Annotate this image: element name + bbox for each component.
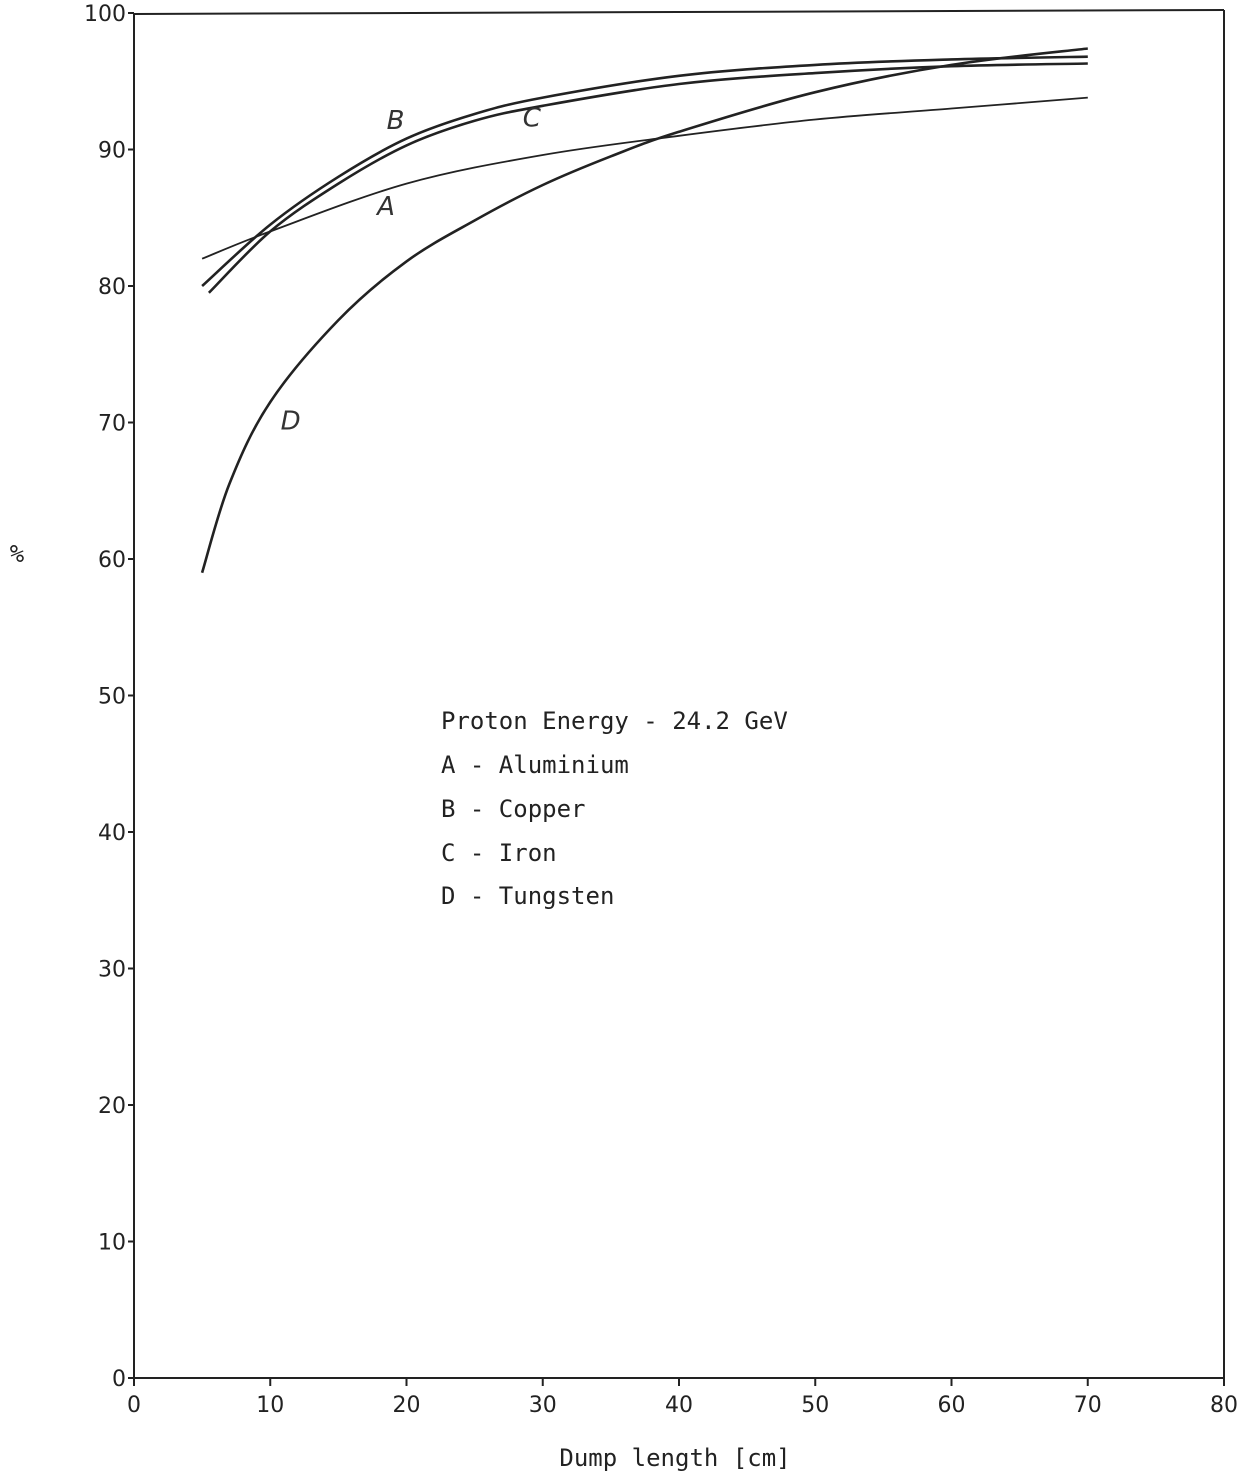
y-tick-label: 40 [98,821,126,846]
y-tick-label: 90 [98,139,126,164]
x-axis-ticks: 0 10 20 30 40 50 60 70 80 [127,1378,1238,1418]
x-tick-label: 30 [529,1393,557,1418]
curve-a [201,96,1088,260]
curve-label-b: B [387,106,405,136]
y-axis-ticks: 0 10 20 30 40 50 60 70 80 90 100 [84,2,134,1392]
curve-c [207,62,1088,294]
x-tick-label: 70 [1074,1393,1102,1418]
y-tick-label: 100 [84,2,126,27]
legend-line-b: B - Copper [441,795,586,823]
y-tick-label: 0 [112,1367,126,1392]
y-tick-label: 20 [98,1094,126,1119]
curve-d [200,47,1088,574]
y-tick-label: 70 [98,412,126,437]
legend-line-c: C - Iron [441,839,557,867]
curve-b [201,55,1088,287]
plot-frame [133,9,1225,1379]
y-tick-label: 50 [98,685,126,710]
x-tick-label: 0 [127,1393,141,1418]
y-tick-label: 60 [98,548,126,573]
legend-line-energy: Proton Energy - 24.2 GeV [441,707,788,735]
curves [200,47,1088,574]
legend-line-d: D - Tungsten [441,882,614,910]
x-tick-label: 50 [801,1393,829,1418]
curve-label-c: C [523,103,542,133]
curve-label-a: A [375,192,395,222]
x-tick-label: 40 [665,1393,693,1418]
legend: Proton Energy - 24.2 GeV A - Aluminium B… [441,707,788,910]
x-axis-title: Dump length [cm] [559,1444,790,1472]
x-tick-label: 80 [1210,1393,1238,1418]
x-tick-label: 10 [256,1393,284,1418]
y-tick-label: 80 [98,275,126,300]
x-tick-label: 20 [393,1393,421,1418]
top-frame-line [133,9,1225,15]
y-axis-title: % [10,540,25,568]
curve-labels: A B C D [281,103,542,436]
legend-line-a: A - Aluminium [441,751,629,779]
y-tick-label: 10 [98,1231,126,1256]
y-tick-label: 30 [98,958,126,983]
curve-label-d: D [281,406,301,436]
x-tick-label: 60 [938,1393,966,1418]
